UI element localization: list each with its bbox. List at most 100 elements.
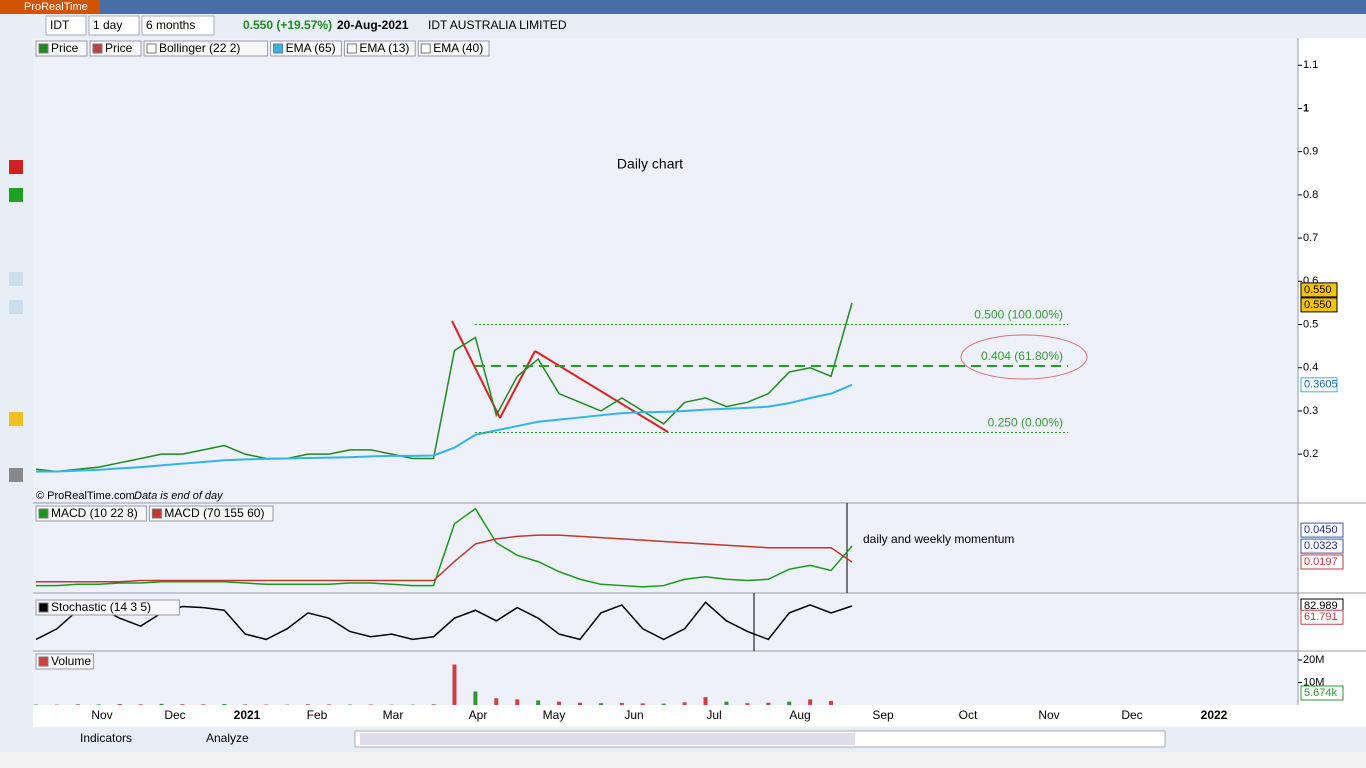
volume-bar xyxy=(159,703,164,705)
interval-box[interactable] xyxy=(88,15,140,36)
tool-icon[interactable] xyxy=(9,160,23,174)
fib-label: 0.404 (61.80%) xyxy=(981,349,1063,363)
ticker: IDT xyxy=(50,18,70,32)
x-tick-label: Jun xyxy=(624,708,643,722)
volume-bar xyxy=(557,701,562,705)
legend-label: Bollinger (22 2) xyxy=(159,41,240,55)
volume-bar xyxy=(682,702,687,705)
legend-box[interactable] xyxy=(417,40,490,57)
legend-label: MACD (70 155 60) xyxy=(164,506,264,520)
price-label: 0.3605 xyxy=(1304,379,1338,391)
copyright: © ProRealTime.com xyxy=(36,490,135,502)
volume-bar xyxy=(787,701,792,705)
right-axis xyxy=(1298,38,1366,705)
volume-bar xyxy=(201,704,206,705)
volume-bar xyxy=(180,704,185,705)
fib-label: 0.500 (100.00%) xyxy=(974,308,1063,322)
legend-label: Price xyxy=(105,41,133,55)
value-label-box xyxy=(1300,522,1344,538)
y-tick-label: 0.7 xyxy=(1303,232,1318,244)
legend-box[interactable] xyxy=(143,40,269,57)
value-label: 5.674k xyxy=(1304,687,1338,699)
left-toolbar xyxy=(0,38,33,728)
volume-bar xyxy=(138,704,143,705)
tool-icon[interactable] xyxy=(9,412,23,426)
legend-box[interactable] xyxy=(35,505,147,522)
y-tick-label: 0.5 xyxy=(1303,318,1318,330)
legend-label: Volume xyxy=(51,654,91,668)
volume-bar xyxy=(431,704,436,705)
app-title: ProRealTime xyxy=(24,1,88,13)
analyze-button[interactable]: Analyze xyxy=(206,731,249,745)
legend-swatch xyxy=(38,602,49,613)
tool-icon[interactable] xyxy=(9,468,23,482)
period-box[interactable] xyxy=(141,15,215,36)
volume-bar xyxy=(222,703,227,705)
legend-box[interactable] xyxy=(35,599,180,616)
trend-line xyxy=(534,350,669,433)
x-axis xyxy=(33,705,1366,727)
legend-swatch xyxy=(146,43,157,54)
value-label-box xyxy=(1300,554,1344,570)
legend-label: MACD (10 22 8) xyxy=(51,506,138,520)
value-label-box xyxy=(1300,685,1344,701)
volume-bar xyxy=(829,700,834,705)
note: Data is end of day xyxy=(134,490,224,502)
legend-box[interactable] xyxy=(89,40,142,57)
legend-box[interactable] xyxy=(35,40,88,57)
legend-swatch xyxy=(92,43,103,54)
title-bar xyxy=(0,0,1366,14)
app-tab[interactable] xyxy=(0,0,100,14)
y-tick-label: 10M xyxy=(1303,676,1324,688)
indicators-button[interactable]: Indicators xyxy=(80,731,132,745)
volume-bar xyxy=(306,704,310,705)
legend-box[interactable] xyxy=(148,505,274,522)
x-tick-label: May xyxy=(543,708,566,722)
volume-bar xyxy=(703,697,708,705)
value-label: 0.0323 xyxy=(1304,540,1338,552)
chart-title: Daily chart xyxy=(617,156,683,172)
scroll-thumb[interactable] xyxy=(360,733,855,745)
tool-icon[interactable] xyxy=(9,272,23,286)
legend-label: EMA (40) xyxy=(433,41,483,55)
volume-bar xyxy=(536,700,541,705)
tool-icon[interactable] xyxy=(9,188,23,202)
volume-bar xyxy=(619,702,624,705)
price-label: 0.550 xyxy=(1304,284,1332,296)
x-tick-label: Jul xyxy=(706,708,721,722)
ticker-box[interactable] xyxy=(45,15,87,36)
x-tick-label: Mar xyxy=(383,708,404,722)
company-name: IDT AUSTRALIA LIMITED xyxy=(428,18,567,32)
volume-bar xyxy=(452,664,457,705)
trend-line xyxy=(499,350,536,419)
tool-icon[interactable] xyxy=(9,300,23,314)
value-label-box xyxy=(1300,609,1344,625)
legend-swatch xyxy=(273,43,284,54)
legend-box[interactable] xyxy=(35,653,95,670)
volume-bar xyxy=(724,701,729,705)
volume-bar xyxy=(661,703,666,705)
volume-bar xyxy=(494,698,499,705)
x-tick-label: Nov xyxy=(1038,708,1059,722)
price-label-box xyxy=(1300,297,1338,313)
volume-bar xyxy=(578,702,582,705)
y-tick-label: 20M xyxy=(1303,654,1324,666)
volume-bar xyxy=(745,703,750,705)
legend-box[interactable] xyxy=(270,40,342,57)
date: 20-Aug-2021 xyxy=(337,18,409,32)
legend-label: Stochastic (14 3 5) xyxy=(51,600,151,614)
price-label: 0.550 xyxy=(1304,299,1332,311)
status-bar xyxy=(0,752,1366,768)
volume-bar xyxy=(766,702,771,705)
series-line xyxy=(36,534,853,583)
legend-box[interactable] xyxy=(343,40,416,57)
x-tick-label: 2021 xyxy=(234,708,261,722)
legend-swatch xyxy=(346,43,357,54)
x-tick-label: Sep xyxy=(872,708,894,722)
price-label-box xyxy=(1300,377,1338,393)
x-tick-label: Dec xyxy=(164,708,185,722)
volume-bar xyxy=(808,699,813,705)
legend-swatch xyxy=(38,43,49,54)
legend-label: EMA (13) xyxy=(359,41,409,55)
